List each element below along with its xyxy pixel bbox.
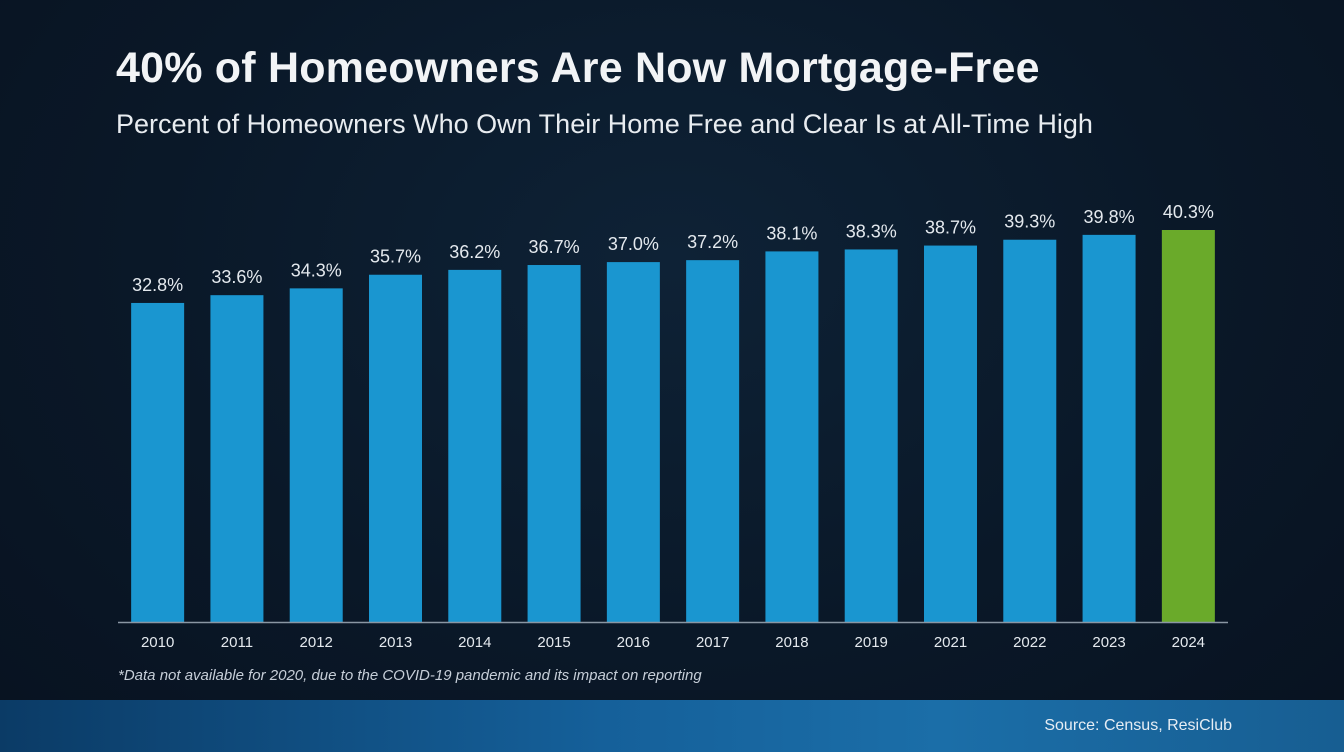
bar-2010 [131, 302, 185, 622]
x-tick-label-2018: 2018 [775, 634, 808, 651]
x-tick-label-2017: 2017 [696, 634, 729, 651]
x-tick-label-2011: 2011 [221, 634, 253, 651]
x-tick-label-2014: 2014 [458, 634, 491, 651]
value-label-2021: 38.7% [925, 218, 976, 238]
value-label-2017: 37.2% [687, 232, 738, 252]
value-label-2024: 40.3% [1163, 202, 1214, 222]
x-tick-label-2023: 2023 [1092, 634, 1125, 651]
source-credit: Source: Census, ResiClub [1044, 717, 1232, 734]
value-label-2016: 37.0% [608, 234, 659, 254]
bar-2018 [765, 251, 819, 622]
bar-2014 [448, 269, 502, 622]
bar-2016 [606, 262, 660, 622]
footer-band [0, 700, 1344, 752]
bar-2021 [924, 245, 977, 622]
value-label-2011: 33.6% [211, 267, 262, 287]
footnote: *Data not available for 2020, due to the… [118, 667, 702, 684]
x-tick-label-2022: 2022 [1013, 634, 1046, 651]
chart-subtitle: Percent of Homeowners Who Own Their Home… [116, 109, 1093, 139]
bar-2022 [1003, 239, 1057, 622]
value-label-2023: 39.8% [1084, 207, 1135, 227]
value-label-2015: 36.7% [529, 237, 580, 257]
bar-2012 [289, 288, 343, 622]
x-tick-label-2016: 2016 [617, 634, 650, 651]
bar-2013 [369, 274, 422, 622]
chart-title: 40% of Homeowners Are Now Mortgage-Free [116, 44, 1040, 92]
x-tick-label-2021: 2021 [934, 634, 967, 651]
x-tick-label-2013: 2013 [379, 634, 412, 651]
bar-2019 [844, 249, 898, 622]
value-label-2019: 38.3% [846, 221, 897, 241]
bar-chart: 32.8% 2010 33.6% 2011 34.3% 2012 35.7% 2013 36.2… [118, 202, 1228, 651]
value-label-2014: 36.2% [449, 242, 500, 262]
bar-2011 [210, 295, 264, 622]
bar-2023 [1082, 234, 1136, 622]
bar-2024 [1161, 230, 1215, 622]
value-label-2013: 35.7% [370, 247, 421, 267]
value-label-2012: 34.3% [291, 260, 342, 280]
x-tick-label-2024: 2024 [1172, 634, 1205, 651]
value-label-2022: 39.3% [1004, 212, 1055, 232]
x-tick-label-2019: 2019 [855, 634, 888, 651]
value-label-2018: 38.1% [766, 223, 817, 243]
x-tick-label-2012: 2012 [300, 634, 333, 651]
bar-2015 [527, 265, 581, 622]
bar-2017 [686, 260, 740, 622]
x-tick-label-2015: 2015 [537, 634, 570, 651]
x-tick-label-2010: 2010 [141, 634, 174, 651]
value-label-2010: 32.8% [132, 275, 183, 295]
